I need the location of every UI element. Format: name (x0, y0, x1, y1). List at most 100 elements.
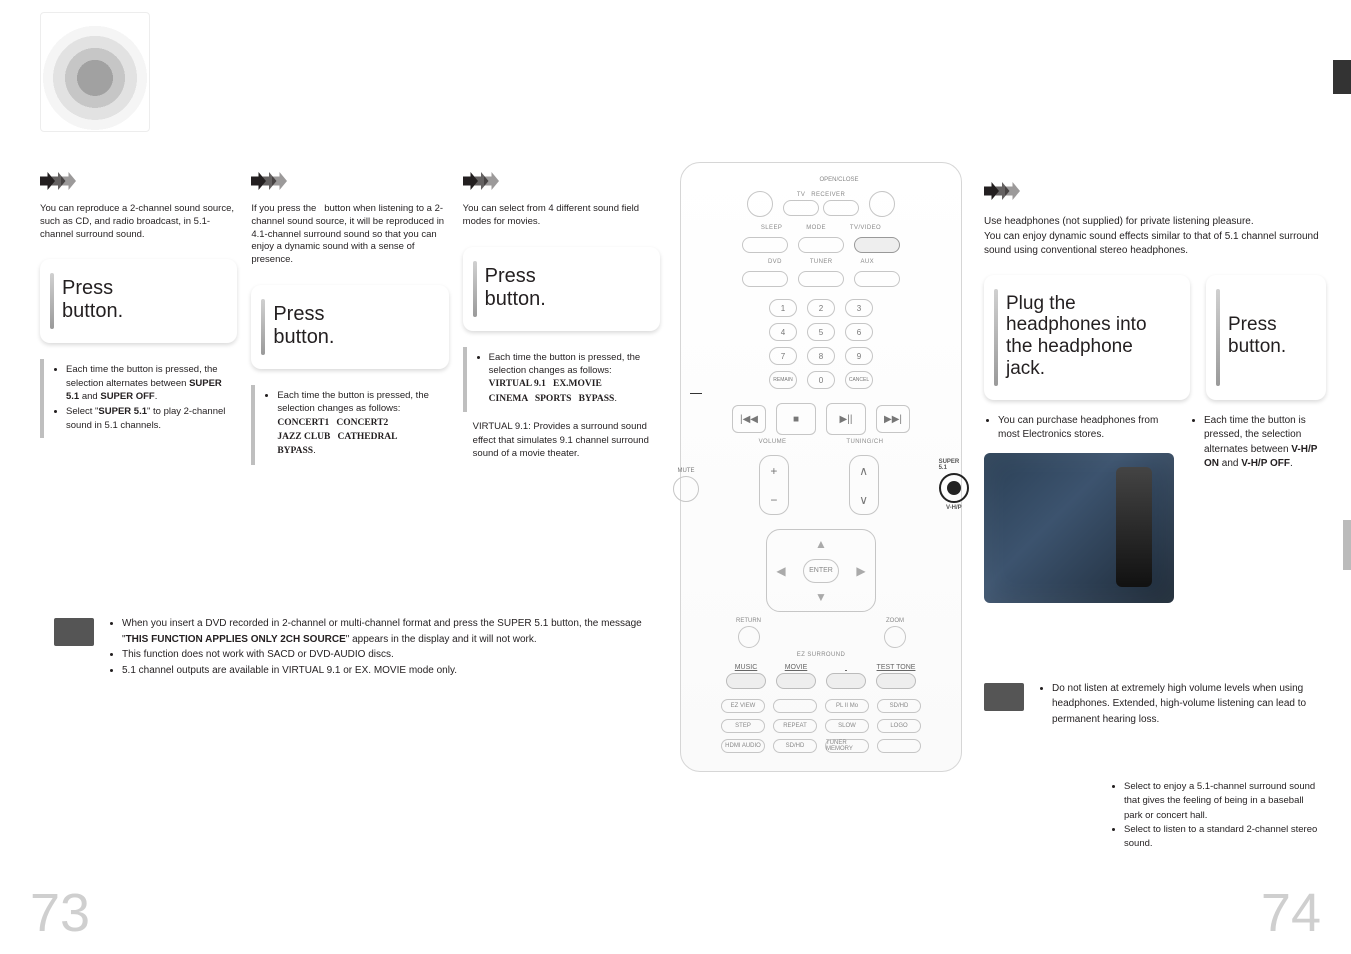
bullet: Select "SUPER 5.1" to play 2-channel sou… (66, 405, 231, 432)
remote-chip[interactable] (877, 739, 921, 753)
remote-tv-button[interactable] (783, 200, 819, 216)
bullet: You can purchase headphones from most El… (998, 414, 1174, 443)
card-press-vhp: Press button. (1206, 275, 1326, 400)
dpad-up-icon[interactable]: ▲ (813, 536, 829, 552)
remote-tuner-button[interactable] (798, 271, 844, 287)
remote-chip[interactable]: PL II Mo (825, 699, 869, 713)
remote-num-8[interactable]: 8 (807, 347, 835, 365)
remote-sleep-button[interactable] (742, 237, 788, 253)
label: DVD (768, 259, 782, 265)
bullet: Each time the button is pressed, the sel… (66, 363, 231, 403)
col-vhp: Each time the button is pressed, the sel… (1190, 414, 1326, 603)
foot-bullets: Select to enjoy a 5.1-channel surround s… (1110, 780, 1324, 851)
label-music: MUSIC (735, 664, 758, 671)
bullets-music: Each time the button is pressed, the sel… (251, 385, 448, 464)
remote-chip[interactable]: STEP (721, 719, 765, 733)
page-number-left: 73 (30, 882, 90, 944)
remote-chip[interactable] (773, 699, 817, 713)
arrow-icon (463, 170, 499, 192)
foot-bullet: Select to enjoy a 5.1-channel surround s… (1124, 780, 1324, 823)
page-edge-tab-2 (1343, 520, 1351, 570)
remote-chip[interactable]: SLOW (825, 719, 869, 733)
arrow-icon (40, 170, 76, 192)
remote-return-button[interactable] (738, 626, 760, 648)
lead-music: If you press the button when listening t… (251, 203, 448, 267)
remote-prev-button[interactable]: |◀◀ (732, 405, 766, 433)
remote-zoom-button[interactable] (884, 626, 906, 648)
remote-openclose-button[interactable] (869, 191, 895, 217)
label: SLEEP (761, 225, 782, 231)
remote-volume-rocker[interactable]: +− (759, 455, 789, 515)
label: VOLUME (759, 439, 787, 445)
label-vhp: V-H/P (946, 505, 962, 511)
press-suffix: button. (1228, 336, 1286, 357)
remote-num-0[interactable]: 0 (807, 371, 835, 389)
remote-movie-button[interactable] (776, 673, 816, 689)
remote-num-5[interactable]: 5 (807, 323, 835, 341)
remote-chip[interactable]: REPEAT (773, 719, 817, 733)
remote-cancel-button[interactable]: CANCEL (845, 371, 873, 389)
dpad-right-icon[interactable]: ▶ (853, 563, 869, 579)
remote-num-6[interactable]: 6 (845, 323, 873, 341)
column-music: If you press the button when listening t… (251, 170, 448, 465)
note-lines: When you insert a DVD recorded in 2-chan… (108, 616, 654, 678)
remote-mute-button[interactable] (673, 476, 699, 502)
press-card-super51: Press button. (40, 259, 237, 343)
remote-aux-button[interactable] (854, 271, 900, 287)
remote-num-1[interactable]: 1 (769, 299, 797, 317)
remote-dvd-button[interactable] (742, 271, 788, 287)
remote-num-3[interactable]: 3 (845, 299, 873, 317)
remote-next-button[interactable]: ▶▶| (876, 405, 910, 433)
label-super51: SUPER 5.1 (939, 459, 969, 471)
note-line: 5.1 channel outputs are available in VIR… (122, 663, 654, 679)
press-suffix: button. (62, 300, 123, 322)
label-ezsurround: EZ SURROUND (797, 652, 845, 658)
caution-icon (984, 683, 1024, 711)
lead-movie: You can select from 4 different sound fi… (463, 203, 660, 229)
remote-chip[interactable]: EZ VIEW (721, 699, 765, 713)
foot-bullet: Select to listen to a standard 2-channel… (1124, 823, 1324, 852)
column-super51: You can reproduce a 2-channel sound sour… (40, 170, 237, 465)
remote-chip[interactable]: SD/HD (773, 739, 817, 753)
remote-num-9[interactable]: 9 (845, 347, 873, 365)
dpad-down-icon[interactable]: ▼ (813, 589, 829, 605)
label-zoom: ZOOM (886, 618, 904, 624)
col-purchase: You can purchase headphones from most El… (984, 414, 1174, 603)
remote-enter-button[interactable]: ENTER (803, 559, 839, 583)
label: TUNING/CH (846, 439, 883, 445)
label: AUX (861, 259, 875, 265)
bullet: Each time the button is pressed, the sel… (277, 389, 442, 458)
remote-chip[interactable]: TUNER MEMORY (825, 739, 869, 753)
press-word: Press (1228, 314, 1277, 335)
remote-num-4[interactable]: 4 (769, 323, 797, 341)
extra-movie: VIRTUAL 9.1: Provides a surround sound e… (463, 420, 660, 461)
remote-tvvideo-button[interactable] (854, 237, 900, 253)
remote-chip[interactable]: SD/HD (877, 699, 921, 713)
remote-power-button[interactable] (747, 191, 773, 217)
remote-receiver-button[interactable] (823, 200, 859, 216)
remote-mode-button[interactable] (798, 237, 844, 253)
remote-num-2[interactable]: 2 (807, 299, 835, 317)
label-openclose: OPEN/CLOSE (819, 177, 858, 183)
remote-remain-button[interactable]: REMAIN (769, 371, 797, 389)
remote-aux1-button[interactable] (826, 673, 866, 689)
label-mute: MUTE (678, 468, 695, 474)
remote-stop-button[interactable]: ■ (776, 403, 816, 435)
dpad-left-icon[interactable]: ◀ (773, 563, 789, 579)
lead-headphones: Use headphones (not supplied) for privat… (984, 215, 1326, 259)
bullet: Each time the button is pressed, the sel… (1204, 414, 1326, 472)
remote-num-7[interactable]: 7 (769, 347, 797, 365)
page-number-right: 74 (1261, 882, 1321, 944)
caution-block: Do not listen at extremely high volume l… (984, 681, 1326, 728)
remote-chip[interactable]: HDMI AUDIO (721, 739, 765, 753)
product-photo (984, 453, 1174, 603)
remote-play-button[interactable]: ▶|| (826, 403, 866, 435)
remote-super51-button[interactable] (939, 473, 969, 503)
press-word: Press (62, 277, 113, 299)
remote-testtone-button[interactable] (876, 673, 916, 689)
remote-tuning-rocker[interactable]: ∧∨ (849, 455, 879, 515)
callout-line (690, 393, 702, 394)
remote-chip[interactable]: LOGO (877, 719, 921, 733)
remote-music-button[interactable] (726, 673, 766, 689)
label: TV/VIDEO (850, 225, 881, 231)
